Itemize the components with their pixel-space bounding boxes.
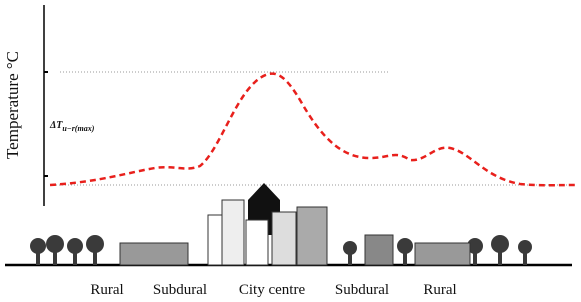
- zone-label: Subdural: [153, 282, 207, 298]
- diagram: Temperature °C ΔTu−r(max) Rural Subdural…: [0, 0, 581, 302]
- city-illustration: [5, 183, 572, 265]
- zone-label: City centre: [239, 282, 306, 298]
- annotation-subscript: u−r(max): [62, 124, 94, 133]
- zone-label: Subdural: [335, 282, 389, 298]
- annotation-main: ΔT: [49, 120, 63, 131]
- temperature-curve: [50, 74, 575, 186]
- zone-label: Rural: [423, 282, 456, 298]
- zone-label: Rural: [90, 282, 123, 298]
- annotation: ΔTu−r(max): [49, 120, 95, 133]
- y-axis-label: Temperature °C: [3, 51, 22, 159]
